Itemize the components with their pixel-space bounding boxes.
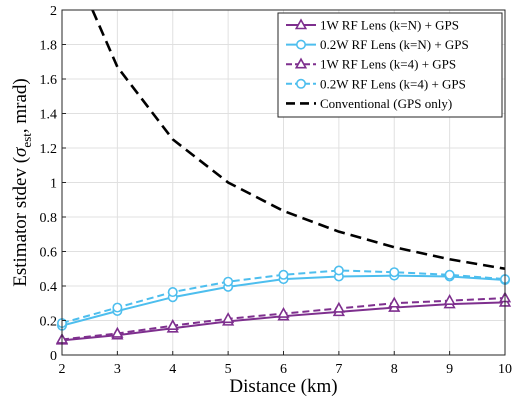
legend-label: 1W RF Lens (k=4) + GPS [320, 57, 456, 72]
y-tick-label: 0 [50, 349, 57, 364]
y-tick-label: 0.6 [40, 246, 58, 261]
y-tick-label: 0.4 [40, 280, 58, 295]
x-tick-label: 8 [391, 362, 398, 377]
legend-label: Conventional (GPS only) [320, 96, 452, 111]
x-tick-label: 10 [498, 362, 512, 377]
y-axis-title-end: , mrad) [10, 78, 31, 133]
x-tick-label: 6 [280, 362, 287, 377]
legend-label: 0.2W RF Lens (k=4) + GPS [320, 76, 466, 91]
legend-swatch-marker [295, 39, 306, 50]
legend: 1W RF Lens (k=N) + GPS 0.2W RF Lens (k=N)… [277, 12, 503, 118]
data-point-series-4 [333, 265, 344, 276]
y-axis-title-subscript: est [19, 133, 34, 148]
tick-group: 2 3 4 5 6 7 8 9 10 0 0.2 0.4 0.6 0.8 1 1.2 1.4 1.6 1.8 2 [40, 4, 513, 377]
y-tick-label: 0.8 [40, 211, 58, 226]
data-point-series-4 [112, 302, 123, 313]
y-tick-label: 1.6 [40, 73, 58, 88]
data-point-series-4 [278, 269, 289, 280]
series-line-5 [91, 10, 505, 271]
y-axis-title: Estimator stdev (σest, mrad) [10, 78, 34, 287]
y-axis-title-main: Estimator stdev ( [10, 157, 31, 287]
data-point-series-3 [166, 319, 179, 330]
y-tick-label: 1.4 [40, 108, 58, 123]
legend-label: 0.2W RF Lens (k=N) + GPS [320, 37, 469, 52]
y-tick-label: 1.2 [40, 142, 58, 157]
data-point-series-4 [444, 269, 455, 280]
legend-swatch-marker [295, 78, 306, 89]
legend-label: 1W RF Lens (k=N) + GPS [320, 18, 459, 33]
y-tick-label: 0.2 [40, 315, 58, 330]
y-tick-label: 1 [50, 177, 57, 192]
y-axis-title-symbol: σ [10, 147, 31, 157]
y-tick-label: 2 [50, 4, 57, 19]
x-tick-label: 7 [335, 362, 342, 377]
data-point-series-3 [443, 294, 456, 305]
x-tick-label: 3 [114, 362, 121, 377]
x-tick-label: 9 [446, 362, 453, 377]
series-line-4 [62, 269, 505, 325]
y-tick-label: 1.8 [40, 39, 58, 54]
marker-group [55, 265, 512, 345]
data-point-series-3 [388, 296, 401, 308]
data-point-series-4 [223, 276, 234, 287]
legend-swatch-marker [294, 18, 308, 30]
x-axis-title: Distance (km) [229, 376, 337, 397]
x-tick-label: 4 [169, 362, 176, 377]
x-tick-label: 2 [59, 362, 66, 377]
data-point-series-3 [111, 326, 124, 338]
legend-swatch-marker [294, 57, 308, 69]
data-point-series-3 [222, 312, 235, 324]
data-point-series-3 [332, 301, 345, 313]
data-point-series-4 [389, 267, 400, 278]
x-tick-label: 5 [225, 362, 232, 377]
data-point-series-4 [167, 287, 178, 298]
data-point-series-3 [277, 306, 290, 318]
